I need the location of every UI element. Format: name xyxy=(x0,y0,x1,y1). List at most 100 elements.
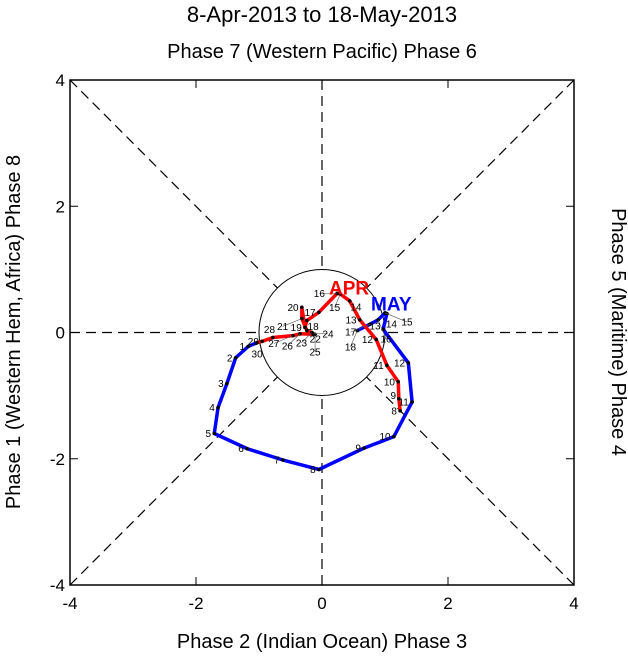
data-point xyxy=(305,318,309,323)
day-label: 9 xyxy=(391,391,397,402)
day-label: 18 xyxy=(345,342,357,353)
data-point xyxy=(305,328,309,333)
x-tick-label: -2 xyxy=(188,594,203,613)
day-label: 16 xyxy=(314,289,326,300)
day-label: 25 xyxy=(310,347,322,358)
day-label: 4 xyxy=(209,403,215,414)
day-label: 10 xyxy=(384,377,396,388)
data-point xyxy=(260,339,264,344)
data-point xyxy=(362,446,367,450)
x-tick-label: 0 xyxy=(317,594,326,613)
data-point xyxy=(406,361,411,365)
day-label: 15 xyxy=(329,303,341,314)
bottom-axis-label: Phase 2 (Indian Ocean) Phase 3 xyxy=(177,631,467,653)
data-point xyxy=(397,396,401,401)
x-tick-label: 2 xyxy=(443,594,452,613)
day-label: 11 xyxy=(398,397,409,408)
y-tick-label: 4 xyxy=(56,71,65,90)
x-tick-label: 4 xyxy=(569,594,578,613)
data-point xyxy=(398,408,402,413)
day-label: 19 xyxy=(291,323,303,334)
label-leader-line xyxy=(282,318,302,327)
day-label: 26 xyxy=(282,342,294,353)
data-point xyxy=(225,381,229,386)
top-axis-label: Phase 7 (Western Pacific) Phase 6 xyxy=(167,41,477,63)
day-label: 7 xyxy=(274,456,280,467)
day-label: 17 xyxy=(305,308,317,319)
day-label: 23 xyxy=(296,338,308,349)
month-label: MAY xyxy=(371,294,412,315)
day-label: 8 xyxy=(391,406,397,417)
data-point xyxy=(255,340,259,345)
day-label: 20 xyxy=(287,303,299,314)
label-leader-line xyxy=(273,335,294,344)
data-point xyxy=(246,344,251,349)
y-tick-label: 2 xyxy=(56,197,65,216)
label-leader-line xyxy=(350,330,358,347)
day-label: 30 xyxy=(252,350,264,361)
day-label: 14 xyxy=(350,302,362,313)
label-leader-line xyxy=(301,332,313,343)
phase-divider-line xyxy=(69,376,278,586)
day-label: 12 xyxy=(394,358,406,369)
day-label: 2 xyxy=(227,353,233,364)
data-point xyxy=(300,305,304,310)
day-label: 27 xyxy=(268,339,280,350)
data-point xyxy=(392,434,396,439)
data-point xyxy=(233,355,238,360)
label-leader-line xyxy=(377,319,387,339)
day-label: 24 xyxy=(322,329,334,340)
data-point xyxy=(358,318,362,322)
data-point xyxy=(347,299,352,303)
day-label: 9 xyxy=(355,444,361,455)
data-point xyxy=(374,337,378,342)
day-label: 6 xyxy=(238,444,244,455)
data-point xyxy=(216,405,220,410)
day-label: 12 xyxy=(362,335,374,346)
data-point xyxy=(300,316,304,321)
label-leader-line xyxy=(287,333,301,347)
day-label: 13 xyxy=(345,315,357,326)
data-point xyxy=(271,335,275,340)
day-label: 16 xyxy=(380,334,392,345)
day-label: 13 xyxy=(369,322,381,333)
day-label: 3 xyxy=(218,379,224,390)
day-label: 22 xyxy=(310,334,322,345)
day-label: 28 xyxy=(264,325,276,336)
y-tick-label: -2 xyxy=(50,450,65,469)
data-point xyxy=(385,363,389,368)
data-point xyxy=(317,467,321,472)
y-tick-label: -4 xyxy=(50,576,65,595)
data-point xyxy=(410,400,414,404)
label-leader-line xyxy=(334,293,341,308)
day-label: 14 xyxy=(386,320,398,331)
left-axis-label: Phase 1 (Western Hem, Africa) Phase 8 xyxy=(3,155,25,509)
data-point xyxy=(212,431,217,436)
y-tick-label: 0 xyxy=(56,324,65,343)
day-label: 5 xyxy=(205,429,211,440)
day-label: 11 xyxy=(373,361,384,372)
day-label: 17 xyxy=(345,328,357,339)
day-label: 29 xyxy=(248,337,260,348)
right-axis-label: Phase 5 (Maritime) Phase 4 xyxy=(607,208,628,456)
data-point xyxy=(281,458,285,462)
day-label: 10 xyxy=(379,432,391,443)
data-point xyxy=(317,310,321,315)
chart-title: 8-Apr-2013 to 18-May-2013 xyxy=(187,2,457,27)
month-label: APR xyxy=(329,279,369,300)
data-point xyxy=(303,325,307,330)
phase-divider-line xyxy=(366,79,575,289)
label-leader-line xyxy=(384,312,408,323)
data-point xyxy=(396,379,401,384)
day-label: 21 xyxy=(277,322,289,333)
label-leader-line xyxy=(350,324,370,333)
phase-divider-line xyxy=(69,79,278,289)
day-label: 8 xyxy=(310,465,316,476)
day-label: 18 xyxy=(308,322,320,333)
x-tick-label: -4 xyxy=(62,594,77,613)
data-point xyxy=(291,333,295,338)
data-point xyxy=(245,446,249,451)
day-label: 15 xyxy=(401,317,413,328)
day-label: 1 xyxy=(240,342,246,353)
